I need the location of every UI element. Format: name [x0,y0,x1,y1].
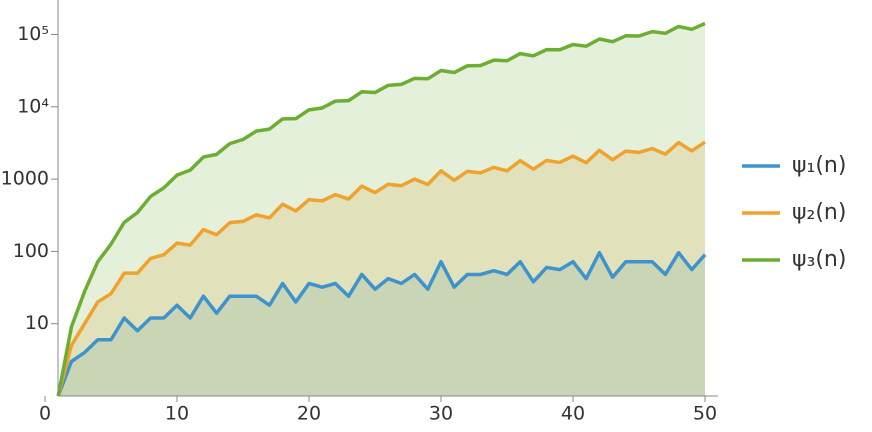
legend-label: ψ₁(n) [792,153,846,178]
x-tick-label: 30 [429,403,453,425]
area-fill [58,142,705,396]
line [56,140,706,397]
legend-label: ψ₃(n) [792,247,846,272]
x-tick-label: 50 [693,403,717,425]
area-fill [58,23,705,397]
x-tick-label: 0 [39,403,51,425]
y-tick-label: 100 [13,240,49,262]
x-tick-label: 10 [165,403,189,425]
y-tick-label: 10 [25,312,49,334]
area-fill [58,252,705,396]
legend-label: ψ₂(n) [792,200,846,225]
y-tick-label: 10⁵ [17,23,49,45]
x-tick-label: 40 [561,403,585,425]
line [56,21,706,397]
x-tick-label: 20 [297,403,321,425]
line [56,250,707,397]
y-tick-label: 10⁴ [17,95,49,117]
y-tick-label: 1000 [1,168,49,190]
